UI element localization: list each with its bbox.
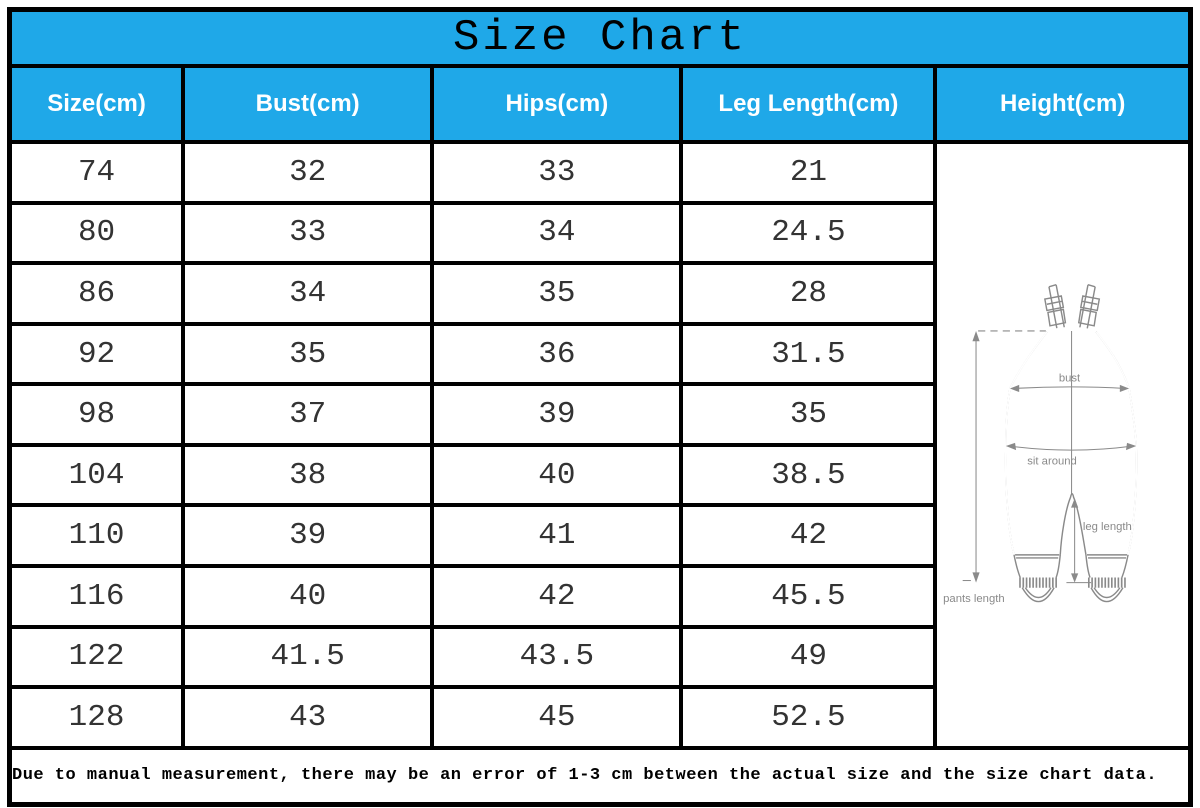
- cell-size: 80: [7, 200, 186, 266]
- cell-leg-length: 35: [679, 382, 938, 447]
- sit-around-measure: sit around: [1006, 442, 1137, 467]
- title-row: Size Chart: [7, 7, 1193, 68]
- cell-leg-length: 38.5: [679, 442, 938, 508]
- cell-hips: 43.5: [430, 624, 684, 690]
- cell-hips: 34: [430, 200, 684, 266]
- table-row: 116 40 42 45.5: [7, 564, 1191, 629]
- cell-size: 122: [7, 624, 186, 690]
- sit-around-label: sit around: [1028, 455, 1078, 467]
- cell-leg-length: 52.5: [679, 685, 938, 750]
- table-row: 86 34 35 28: [7, 261, 1191, 326]
- col-header-leg-length: Leg Length(cm): [679, 64, 938, 144]
- header-row: Size(cm) Bust(cm) Hips(cm) Leg Length(cm…: [7, 64, 1193, 144]
- cell-leg-length: 45.5: [679, 564, 938, 629]
- cell-size: 128: [7, 685, 186, 750]
- table-row: 98 37 39 35: [7, 382, 1191, 447]
- col-header-hips: Hips(cm): [430, 64, 684, 144]
- cell-leg-length: 31.5: [679, 321, 938, 387]
- cell-bust: 43: [181, 685, 435, 750]
- cell-size: 98: [7, 382, 186, 447]
- cell-size: 116: [7, 564, 186, 629]
- table-row: 92 35 36 31.5: [7, 321, 1191, 387]
- cell-hips: 35: [430, 261, 684, 326]
- col-header-height: Height(cm): [933, 64, 1193, 144]
- bust-label: bust: [1059, 372, 1081, 384]
- cell-size: 86: [7, 261, 186, 326]
- leg-length-measure: leg length: [1066, 498, 1132, 584]
- table-row: 128 43 45 52.5: [7, 685, 1191, 750]
- cell-size: 74: [7, 140, 186, 205]
- height-figure-cell: bust sit around leg length pants length: [933, 140, 1193, 750]
- cell-size: 92: [7, 321, 186, 387]
- table-row: 104 38 40 38.5: [7, 442, 1191, 508]
- overalls-measurement-diagram: bust sit around leg length pants length: [944, 284, 1138, 605]
- cell-bust: 35: [181, 321, 435, 387]
- table-body: 74 32 33 21: [7, 140, 1193, 750]
- leg-length-label: leg length: [1083, 521, 1132, 533]
- cell-size: 110: [7, 503, 186, 569]
- note-row: Due to manual measurement, there may be …: [7, 745, 1193, 807]
- cell-hips: 33: [430, 140, 684, 205]
- shoulder-straps-icon: [1044, 284, 1101, 331]
- cell-hips: 41: [430, 503, 684, 569]
- cell-leg-length: 24.5: [679, 200, 938, 266]
- table-row: 80 33 34 24.5: [7, 200, 1191, 266]
- page-title: Size Chart: [7, 7, 1193, 68]
- overalls-outline: [1005, 326, 1138, 578]
- pants-length-label: pants length: [944, 593, 1005, 605]
- cell-hips: 45: [430, 685, 684, 750]
- foot-straps: [1022, 587, 1124, 603]
- cell-leg-length: 28: [679, 261, 938, 326]
- cell-bust: 39: [181, 503, 435, 569]
- cell-leg-length: 42: [679, 503, 938, 569]
- cell-bust: 37: [181, 382, 435, 447]
- cell-bust: 33: [181, 200, 435, 266]
- table-row: 122 41.5 43.5 49: [7, 624, 1191, 690]
- table-row: 74 32 33 21: [7, 140, 1193, 750]
- size-chart-table: Size Chart Size(cm) Bust(cm) Hips(cm) Le…: [7, 7, 1193, 807]
- table-row: 110 39 41 42: [7, 503, 1191, 569]
- cell-leg-length: 49: [679, 624, 938, 690]
- cell-hips: 40: [430, 442, 684, 508]
- cell-leg-length: 21: [679, 140, 938, 205]
- col-header-bust: Bust(cm): [181, 64, 435, 144]
- cell-hips: 42: [430, 564, 684, 629]
- cell-size: 104: [7, 442, 186, 508]
- measurement-note: Due to manual measurement, there may be …: [7, 745, 1193, 807]
- cell-hips: 39: [430, 382, 684, 447]
- cell-bust: 41.5: [181, 624, 435, 690]
- col-header-size: Size(cm): [7, 64, 186, 144]
- bust-measure: bust: [1010, 372, 1130, 393]
- cell-bust: 32: [181, 140, 435, 205]
- pants-length-measure: pants length: [944, 330, 1047, 605]
- cell-bust: 38: [181, 442, 435, 508]
- cell-bust: 40: [181, 564, 435, 629]
- cell-hips: 36: [430, 321, 684, 387]
- cell-bust: 34: [181, 261, 435, 326]
